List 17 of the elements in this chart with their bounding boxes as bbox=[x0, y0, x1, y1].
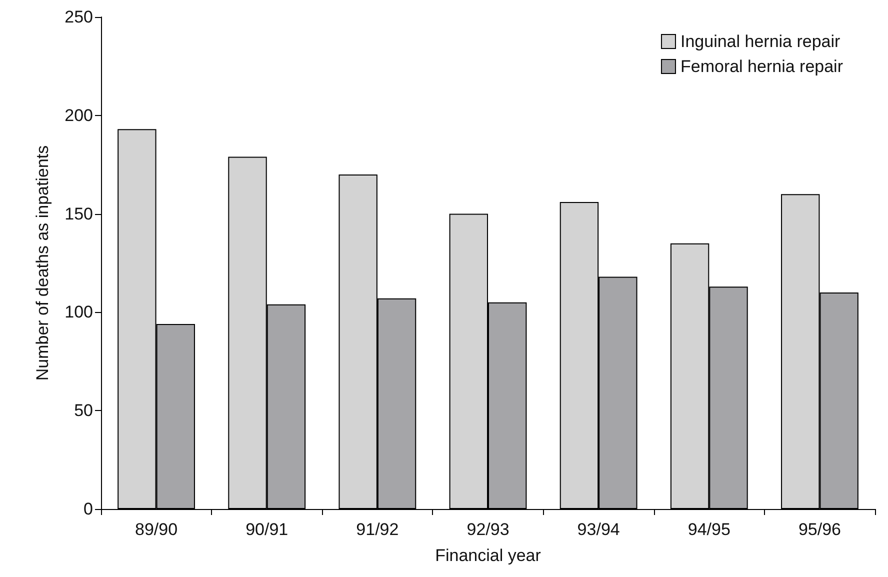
x-tick-label: 92/93 bbox=[466, 520, 510, 539]
y-tick-label: 250 bbox=[64, 8, 93, 26]
y-tick-label: 200 bbox=[64, 106, 93, 125]
x-tick-label: 94/95 bbox=[688, 520, 730, 539]
legend-label: Inguinal hernia repair bbox=[680, 32, 841, 51]
y-tick-label: 150 bbox=[64, 204, 93, 224]
y-tick-label: 0 bbox=[84, 500, 93, 518]
x-tick-label: 93/94 bbox=[577, 520, 620, 539]
y-axis-title: Number of deaths as inpatients bbox=[33, 145, 52, 381]
x-tick-label: 90/91 bbox=[246, 520, 288, 539]
x-axis-title: Financial year bbox=[435, 546, 542, 565]
legend-label: Femoral hernia repair bbox=[680, 57, 844, 76]
x-tick-label: 91/92 bbox=[356, 520, 399, 539]
x-tick-label: 95/96 bbox=[798, 520, 841, 539]
y-tick-label: 100 bbox=[64, 302, 93, 322]
y-tick-label: 50 bbox=[74, 401, 93, 420]
x-tick-label: 89/90 bbox=[135, 520, 178, 539]
